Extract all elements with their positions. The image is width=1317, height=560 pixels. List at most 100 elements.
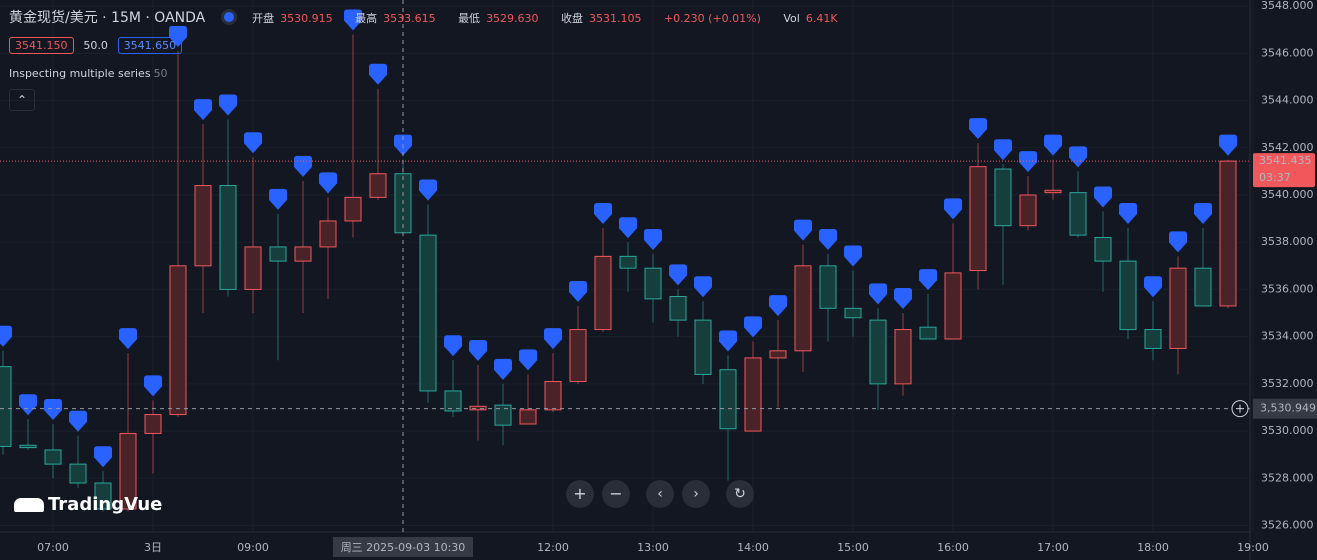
marker xyxy=(319,172,337,194)
marker xyxy=(144,375,162,397)
candle-body xyxy=(119,432,137,510)
overlay-legend: Inspecting multiple series 50 xyxy=(9,67,174,80)
price-axis-bg xyxy=(1250,0,1317,560)
marker xyxy=(119,328,137,350)
logo-text: TradingVue xyxy=(48,494,163,515)
y-tick-label: 3528.000 xyxy=(1261,471,1314,484)
x-tick-label: 3日 xyxy=(144,541,162,554)
candle-body xyxy=(244,246,262,290)
candle-body xyxy=(1069,192,1087,236)
candle-body xyxy=(419,234,437,392)
x-tick-label: 07:00 xyxy=(37,541,69,554)
candle-body xyxy=(669,296,687,321)
close-label: 收盘 xyxy=(561,12,584,25)
marker xyxy=(594,203,612,225)
crosshair-x-box xyxy=(333,537,473,557)
marker xyxy=(1144,276,1162,298)
marker xyxy=(1019,151,1037,173)
marker xyxy=(1219,134,1237,156)
candle-body xyxy=(344,196,362,222)
marker xyxy=(219,94,237,116)
ask: 3541.650 xyxy=(117,37,183,54)
x-tick-label: 13:00 xyxy=(637,541,669,554)
candle-body xyxy=(969,166,987,272)
marker xyxy=(244,132,262,154)
marker xyxy=(494,358,512,380)
y-tick-label: 3532.000 xyxy=(1261,377,1314,390)
spread: 50.0 xyxy=(83,39,108,52)
x-tick-label: 16:00 xyxy=(937,541,969,554)
marker xyxy=(44,398,62,420)
candle-body xyxy=(0,366,12,447)
y-tick-label: 3540.000 xyxy=(1261,188,1314,201)
marker xyxy=(0,325,12,347)
x-tick-label: 17:00 xyxy=(1037,541,1069,554)
low-value: 3529.630 xyxy=(486,12,539,25)
y-tick-label: 3538.000 xyxy=(1261,235,1314,248)
candle-body xyxy=(1219,160,1237,307)
y-tick-label: 3536.000 xyxy=(1261,282,1314,295)
marker xyxy=(1069,146,1087,168)
x-tick-label: 09:00 xyxy=(237,541,269,554)
candle-body xyxy=(219,185,237,290)
marker xyxy=(19,394,37,416)
x-tick-label: 14:00 xyxy=(737,541,769,554)
candle-body xyxy=(144,414,162,434)
crosshair-x-label: 周三 2025-09-03 10:30 xyxy=(341,541,466,554)
candle-body xyxy=(594,255,612,331)
candle-body xyxy=(1044,189,1062,194)
vol-value: 6.41K xyxy=(805,12,838,25)
last-price-box xyxy=(1253,153,1315,188)
marker xyxy=(994,139,1012,161)
marker xyxy=(269,188,287,210)
candle-body xyxy=(694,319,712,375)
crosshair-y-label: 3,530.949 xyxy=(1260,402,1316,415)
candle-body xyxy=(1169,267,1187,349)
scroll-left[interactable]: ‹ xyxy=(646,480,674,508)
marker xyxy=(919,269,937,291)
y-tick-label: 3542.000 xyxy=(1261,141,1314,154)
high-value: 3533.615 xyxy=(383,12,436,25)
marker xyxy=(444,335,462,357)
candle-body xyxy=(544,381,562,411)
marker xyxy=(544,328,562,350)
marker xyxy=(1169,231,1187,253)
candle-body xyxy=(919,326,937,340)
zoom-out[interactable]: − xyxy=(602,480,630,508)
candle-body xyxy=(169,265,187,416)
candle-body xyxy=(894,329,912,385)
countdown-label: 03:37 xyxy=(1259,171,1291,184)
candle-body xyxy=(519,409,537,425)
candle-body xyxy=(1144,329,1162,349)
crosshair-add-plus xyxy=(1236,404,1244,413)
zoom-in[interactable]: + xyxy=(566,480,594,508)
marker xyxy=(1119,203,1137,225)
candle-body xyxy=(69,463,87,484)
marker xyxy=(969,118,987,140)
logo: TradingVue xyxy=(14,494,162,515)
marker xyxy=(419,179,437,201)
marker xyxy=(794,219,812,241)
toolbar: + − ‹ › ↻ xyxy=(566,480,754,508)
marker xyxy=(344,9,362,31)
candle-body xyxy=(819,265,837,309)
marker xyxy=(194,99,212,121)
y-tick-label: 3544.000 xyxy=(1261,94,1314,107)
candle-body xyxy=(1119,260,1137,331)
change: +0.230 (+0.01%) xyxy=(663,12,761,25)
candle-body xyxy=(19,444,37,449)
candle-body xyxy=(944,272,962,340)
reset[interactable]: ↻ xyxy=(726,480,754,508)
crosshair-y-box xyxy=(1253,398,1317,419)
marker xyxy=(519,349,537,371)
candle-body xyxy=(194,185,212,267)
candle-body xyxy=(1019,194,1037,227)
last-price-label: 3541.435 xyxy=(1259,154,1312,167)
logo-icon xyxy=(14,498,44,512)
candle-body xyxy=(319,220,337,248)
scroll-right[interactable]: › xyxy=(682,480,710,508)
collapse-button[interactable]: ⌃ xyxy=(9,89,35,111)
marker xyxy=(769,295,787,317)
x-tick-label: 15:00 xyxy=(837,541,869,554)
